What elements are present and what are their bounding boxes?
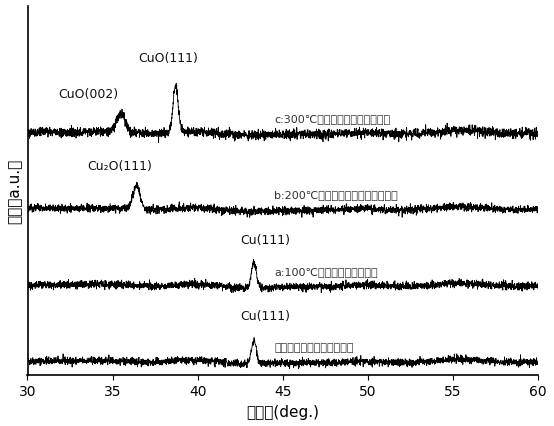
- Text: CuO(002): CuO(002): [58, 88, 118, 101]
- Y-axis label: 强度（a.u.）: 强度（a.u.）: [7, 158, 22, 224]
- Text: Cu(111): Cu(111): [240, 310, 290, 322]
- Text: c:300℃热氧化处理后氧化铜薄膜: c:300℃热氧化处理后氧化铜薄膜: [274, 114, 391, 124]
- Text: a:100℃热氧化处理后铜薄膜: a:100℃热氧化处理后铜薄膜: [274, 266, 378, 276]
- Text: Cu(111): Cu(111): [240, 233, 290, 246]
- Text: b:200℃热氧化处理后氧化亚铜薄膜: b:200℃热氧化处理后氧化亚铜薄膜: [274, 190, 398, 200]
- Text: CuO(111): CuO(111): [138, 52, 198, 65]
- Text: Cu₂O(111): Cu₂O(111): [87, 160, 152, 173]
- X-axis label: 衍射角(deg.): 衍射角(deg.): [247, 404, 319, 419]
- Text: 真空电子束茴发沉积铜薄膜: 真空电子束茴发沉积铜薄膜: [274, 342, 354, 352]
